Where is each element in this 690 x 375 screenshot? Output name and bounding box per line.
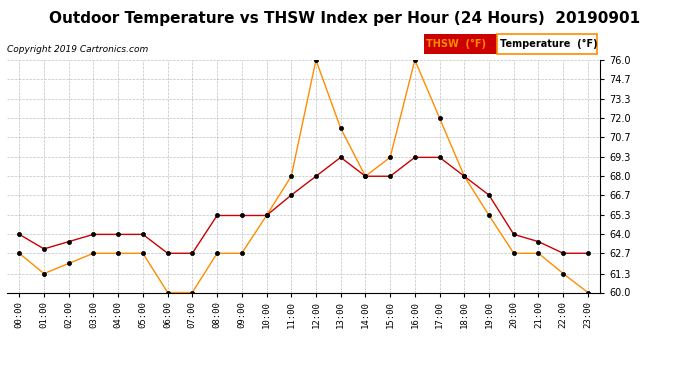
Text: Temperature  (°F): Temperature (°F) [500, 39, 598, 49]
Text: Copyright 2019 Cartronics.com: Copyright 2019 Cartronics.com [7, 45, 148, 54]
Text: THSW  (°F): THSW (°F) [426, 39, 486, 49]
Text: Outdoor Temperature vs THSW Index per Hour (24 Hours)  20190901: Outdoor Temperature vs THSW Index per Ho… [50, 11, 640, 26]
